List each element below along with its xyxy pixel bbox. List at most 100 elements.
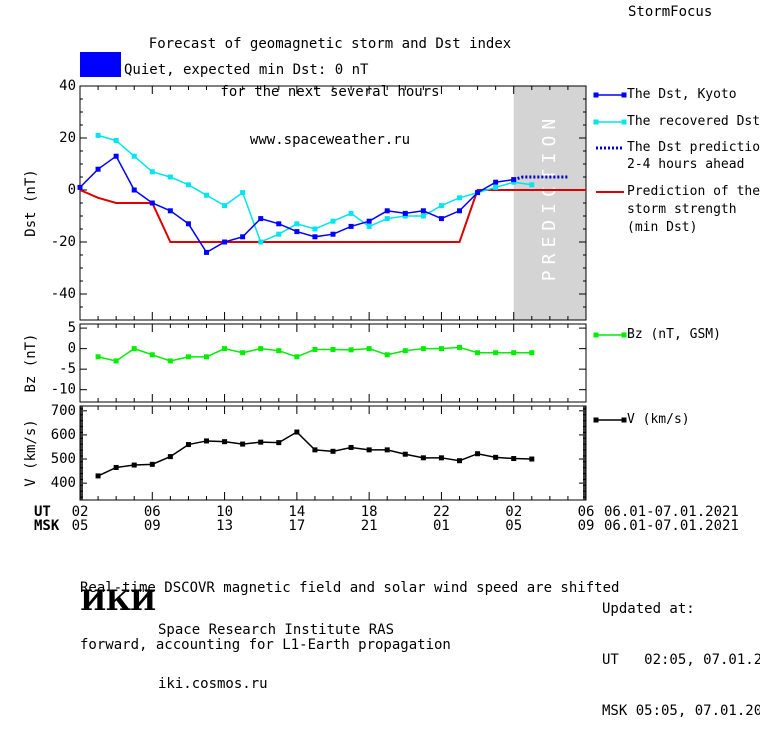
dst-ytick-label: -40 [51,286,76,302]
v-point [366,447,372,453]
dst-recovered-point [348,210,354,216]
legend-recovered-swatch-marker [621,119,627,125]
dst-kyoto-point [438,216,444,222]
updated-info: Updated at: UT 02:05, 07.01.2021 MSK 05:… [602,567,760,737]
bz-point [402,348,408,354]
institute-url[interactable]: iki.cosmos.ru [158,676,268,692]
legend-bz-swatch-marker [593,332,599,338]
dst-kyoto-point [204,249,209,255]
dst-recovered-point [438,203,444,209]
legend-dst-label: The Dst, Kyoto [627,87,737,102]
v-point [113,464,119,470]
ut-tick-label: 02 [72,504,89,520]
legend-v-swatch-marker [593,417,599,423]
dst-kyoto-point [420,208,426,214]
dst-recovered-point [330,218,336,224]
msk-tick-label: 09 [578,518,595,534]
dst-recovered-point [366,223,372,229]
ut-tick-label: 06 [578,504,595,520]
bz-point [185,354,191,360]
dst-kyoto-point [312,234,318,240]
dst-y-axis-label: Dst (nT) [23,169,39,236]
bz-point [240,350,246,356]
v-point [438,455,444,461]
bz-point [420,346,426,352]
dst-recovered-point [95,132,101,138]
dst-kyoto-line [79,155,514,254]
bz-y-axis-label: Bz (nT) [23,333,39,392]
v-point [131,462,137,468]
v-point [95,473,101,479]
dst-kyoto-point [457,208,462,214]
bz-point [330,346,336,352]
dst-strength-line [79,189,586,243]
bz-point [438,346,444,352]
dst-kyoto-point [113,153,119,159]
dst-recovered-point [240,190,246,196]
bz-point [222,346,228,352]
v-point [348,444,354,450]
v-ytick-label: 600 [51,427,76,443]
dst-recovered-point [312,226,318,232]
dst-kyoto-point [131,187,137,193]
msk-date-range: 06.01-07.01.2021 [604,518,739,534]
dst-recovered-point [204,192,209,198]
ut-tick-label: 10 [216,504,233,520]
dst-kyoto-point [222,239,228,245]
legend-prediction-line-1: The Dst prediction [627,140,760,155]
bz-ytick-label: -10 [51,382,76,398]
dst-recovered-point [131,153,137,159]
dst-recovered-point [294,221,300,227]
dst-recovered-point [258,239,264,245]
msk-tick-label: 05 [505,518,522,534]
prediction-band-label: PREDICTION [539,113,560,281]
dst-ytick-label: -20 [51,234,76,250]
status-color-swatch [80,52,121,77]
v-point [511,456,517,462]
dst-recovered-point [222,203,228,209]
dst-recovered-point [167,174,173,180]
ut-axis-label: UT [34,504,51,520]
title-url: www.spaceweather.ru [249,132,411,148]
legend-prediction-line-2: 2-4 hours ahead [627,157,745,172]
legend-strength-line-1: Prediction of the [627,184,760,199]
bz-point [511,350,517,356]
dst-ytick-label: 20 [59,130,76,146]
dst-kyoto-point [185,221,191,227]
bz-point [258,346,264,352]
v-ytick-label: 400 [51,475,76,491]
ut-tick-label: 06 [144,504,161,520]
title-line-1: Forecast of geomagnetic storm and Dst in… [148,36,512,52]
bz-point [475,350,481,356]
dst-kyoto-point [330,231,336,237]
v-point [457,458,462,464]
v-point [475,451,481,457]
v-point [276,440,282,446]
legend-dst-swatch-marker [593,92,599,98]
bz-point [312,346,318,352]
v-y-axis-label: V (km/s) [23,419,39,486]
v-point [493,454,499,460]
dst-recovered-point [420,213,426,219]
dst-recovered-point [185,182,191,188]
dst-recovered-point [384,216,390,222]
v-point [185,442,191,448]
v-point [149,461,155,467]
legend-strength-line-2: storm strength [627,202,737,217]
dst-kyoto-point [294,229,300,235]
bz-point [95,354,101,360]
v-point [384,447,390,453]
ut-tick-label: 18 [361,504,378,520]
legend-strength-line-3: (min Dst) [627,220,698,235]
dst-ytick-label: 0 [68,182,76,198]
dst-kyoto-point [366,218,372,224]
dst-kyoto-point [384,208,390,214]
dst-ytick-label: 40 [59,78,76,94]
msk-tick-label: 21 [361,518,378,534]
dst-kyoto-point [348,223,354,229]
institute-info: Space Research Institute RAS iki.cosmos.… [158,585,394,711]
bz-ytick-label: 0 [68,341,76,357]
bz-point [457,344,462,350]
bz-point [167,358,173,364]
